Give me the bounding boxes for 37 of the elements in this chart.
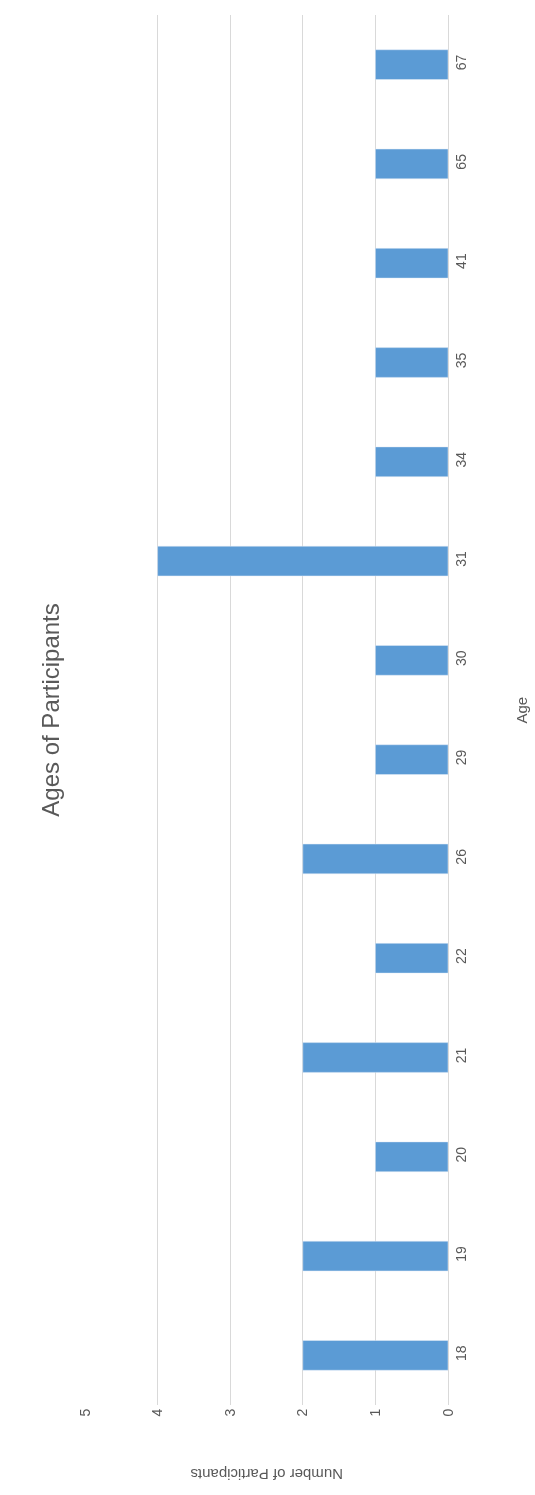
y-tick-label: 67: [452, 54, 469, 71]
bar: [375, 744, 448, 775]
y-tick-label: 29: [452, 749, 469, 766]
bar: [375, 347, 448, 378]
y-tick-label: 30: [452, 650, 469, 667]
x-tick-label: 3: [221, 1408, 238, 1417]
x-tick-label: 4: [149, 1408, 166, 1417]
bar: [302, 1340, 448, 1371]
y-tick-label: 26: [452, 848, 469, 865]
bar: [302, 1042, 448, 1073]
y-tick-label: 18: [452, 1345, 469, 1362]
x-axis-title: Number of Participants: [190, 1466, 343, 1483]
y-tick-label: 20: [452, 1146, 469, 1163]
y-tick-label: 22: [452, 948, 469, 964]
bar: [375, 248, 448, 279]
x-tick-label: 0: [439, 1408, 456, 1417]
text: Ages of Participants: [36, 603, 64, 817]
y-tick-label: 35: [452, 352, 469, 369]
bar: [302, 843, 448, 875]
bar: [375, 49, 448, 80]
x-tick-label: 5: [76, 1408, 93, 1417]
y-axis-title: Age: [512, 696, 530, 724]
bar: [375, 446, 448, 477]
bar: [157, 545, 448, 577]
y-tick-label: 31: [452, 550, 469, 567]
y-tick-label: 34: [452, 451, 469, 468]
bar: [375, 148, 448, 180]
bar: [375, 645, 448, 676]
y-tick-label: 19: [452, 1245, 469, 1262]
x-tick-label: 1: [366, 1408, 383, 1417]
bar: [375, 1141, 448, 1172]
bar: [302, 1240, 448, 1272]
y-tick-label: 41: [452, 253, 469, 269]
y-tick-label: 65: [452, 153, 469, 170]
y-tick-label: 21: [452, 1047, 469, 1064]
x-tick-label: 2: [294, 1408, 311, 1417]
bar: [375, 943, 448, 974]
